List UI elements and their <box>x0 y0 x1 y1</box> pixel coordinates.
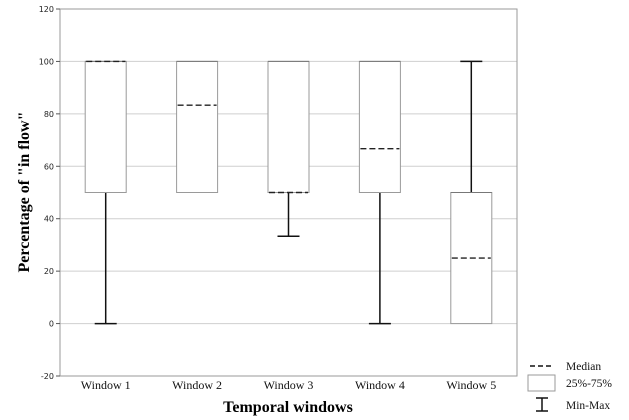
iqr-box <box>84 60 127 193</box>
plot-frame <box>59 8 518 377</box>
x-axis-title: Temporal windows <box>223 399 353 416</box>
x-category-label: Window 5 <box>446 378 496 392</box>
iqr-box <box>176 60 219 193</box>
y-tick-label: 60 <box>44 162 54 171</box>
y-axis-title: Percentage of "in flow" <box>16 112 33 273</box>
legend: Median 25%-75% Min-Max <box>527 361 612 412</box>
legend-whisker-label: Min-Max <box>566 400 610 412</box>
box-4 <box>358 60 401 325</box>
y-tick-label: 80 <box>44 110 54 119</box>
box-1 <box>84 60 127 325</box>
legend-box-label: 25%-75% <box>566 378 612 390</box>
box-5 <box>450 60 493 325</box>
y-axis-ticks: -20 0 20 40 60 80 100 120 <box>39 5 60 381</box>
y-tick-label: 100 <box>39 57 54 66</box>
legend-median-label: Median <box>566 361 601 373</box>
box-3 <box>267 60 310 238</box>
y-tick-label: -20 <box>41 372 54 381</box>
x-category-label: Window 4 <box>355 378 405 392</box>
x-axis-categories: Window 1 Window 2 Window 3 Window 4 Window 5 <box>81 378 496 392</box>
iqr-box <box>267 60 310 193</box>
y-tick-label: 40 <box>44 215 54 224</box>
box-series <box>84 60 493 325</box>
legend-whisker-swatch <box>536 397 548 412</box>
x-category-label: Window 1 <box>81 378 131 392</box>
box-2 <box>176 60 219 193</box>
y-tick-label: 0 <box>49 320 54 329</box>
iqr-box <box>358 60 401 193</box>
y-tick-label: 120 <box>39 5 54 14</box>
x-category-label: Window 3 <box>264 378 314 392</box>
y-tick-label: 20 <box>44 267 54 276</box>
x-category-label: Window 2 <box>172 378 222 392</box>
legend-box-swatch <box>527 374 556 392</box>
